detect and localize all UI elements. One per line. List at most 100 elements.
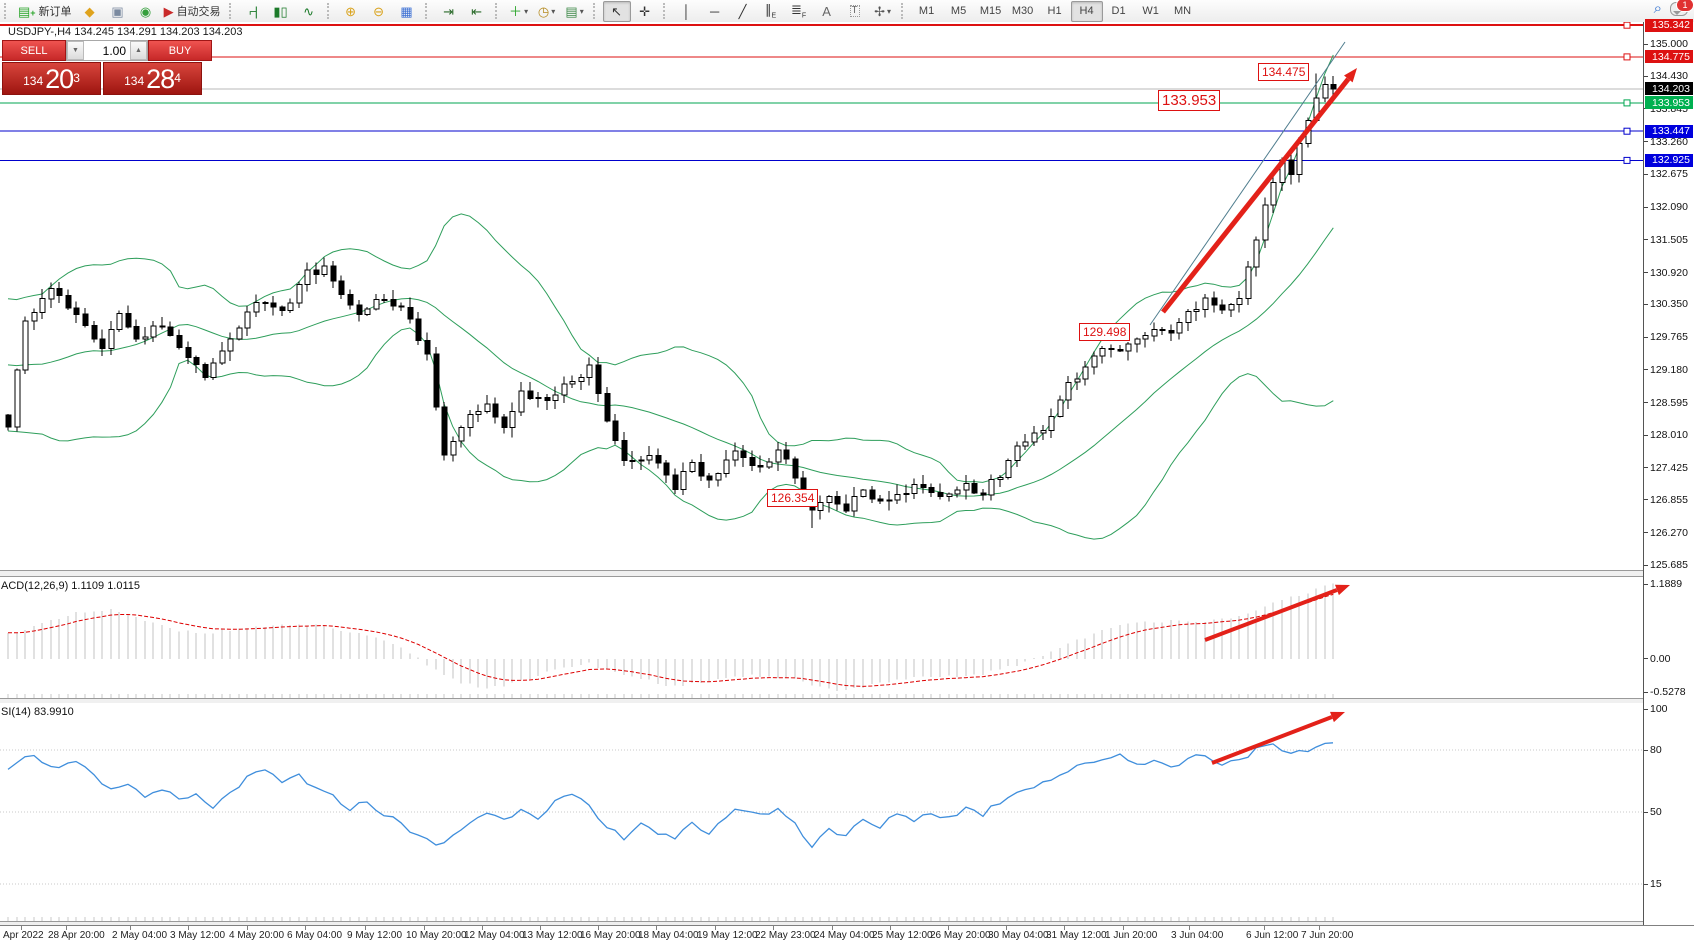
time-tick	[482, 926, 483, 930]
line-chart-button[interactable]: ∿	[295, 1, 323, 22]
rsi-chart[interactable]	[0, 703, 1643, 921]
toolbar-grip[interactable]	[900, 3, 908, 19]
auto-scroll-button[interactable]: ⇥	[435, 1, 463, 22]
price-badge: 135.342	[1645, 18, 1693, 32]
toolbar-grip[interactable]	[326, 3, 334, 19]
signals-icon: ◉	[139, 3, 152, 19]
rsi-axis-tick: 15	[1644, 878, 1662, 891]
crosshair-tool-button[interactable]: ✛	[631, 1, 659, 22]
time-tick	[656, 926, 657, 930]
tile-windows-icon: ▦	[400, 3, 413, 19]
auto-trading-button[interactable]: ▶ 自动交易	[160, 1, 225, 22]
rsi-axis-tick: 100	[1644, 703, 1668, 716]
signals-button[interactable]: ◉	[132, 1, 160, 22]
time-tick	[66, 926, 67, 930]
price-tick: 130.350	[1644, 298, 1688, 311]
timeframe-button-m15[interactable]: M15	[979, 5, 1002, 17]
price-badge: 134.203	[1645, 82, 1693, 96]
timeframe-button-m5[interactable]: M5	[950, 5, 967, 17]
timeframe-button-h4[interactable]: H4	[1070, 0, 1103, 22]
buy-button[interactable]: BUY	[148, 40, 212, 61]
new-order-button[interactable]: ▤+ 新订单	[14, 1, 76, 22]
template-icon: ▤	[565, 3, 578, 19]
zoom-in-button[interactable]: ⊕	[337, 1, 365, 22]
time-label: 22 May 23:00	[755, 930, 816, 941]
time-tick	[1123, 926, 1124, 930]
time-label: 3 Jun 04:00	[1171, 930, 1224, 941]
trendline-icon: ╱	[738, 3, 747, 19]
arrows-icon: ✢	[874, 3, 885, 19]
period-selector-button[interactable]: ◷ ▾	[533, 1, 561, 22]
price-axis[interactable]: 135.000134.430133.845133.260132.675132.0…	[1644, 18, 1694, 925]
toolbar: ▤+ 新订单 ◆ ▣ ◉ ▶ 自动交易 ⌐| ▮▯ ∿ ⊕ ⊖ ▦ ⇥ ⇤ ＋ ▾…	[0, 0, 1694, 23]
time-label: 18 May 04:00	[638, 930, 699, 941]
clock-icon: ◷	[537, 3, 550, 19]
toolbar-grip[interactable]	[424, 3, 432, 19]
bar-chart-button[interactable]: ⌐|	[239, 1, 267, 22]
cursor-tool-button[interactable]: ↖	[602, 0, 631, 22]
time-label: 16 May 20:00	[580, 930, 641, 941]
sell-button[interactable]: SELL	[2, 40, 66, 61]
sell-price-panel[interactable]: 134 20 3	[2, 62, 101, 95]
timeframe-button-m30[interactable]: M30	[1011, 5, 1034, 17]
timeframe-button-h1[interactable]: H1	[1047, 5, 1062, 17]
toolbar-grip[interactable]	[662, 3, 670, 19]
chart-shift-button[interactable]: ⇤	[463, 1, 491, 22]
volume-input[interactable]	[84, 41, 130, 60]
time-tick	[1264, 926, 1265, 930]
rsi-axis-tick: 50	[1644, 806, 1662, 819]
arrows-tool-button[interactable]: ✢ ▾	[869, 1, 897, 22]
time-axis[interactable]: Apr 2022 28 Apr 20:00 2 May 04:00 3 May 12:…	[0, 925, 1694, 943]
horizontal-line-icon: ─	[709, 3, 720, 19]
price-callout[interactable]: 134.475	[1258, 63, 1310, 81]
price-badge: 132.925	[1645, 153, 1693, 167]
template-selector-button[interactable]: ▤ ▾	[561, 1, 589, 22]
tile-windows-button[interactable]: ▦	[393, 1, 421, 22]
chevron-down-icon: ▾	[551, 6, 556, 16]
price-callout[interactable]: 129.498	[1079, 323, 1131, 341]
text-label-tool-button[interactable]: T	[841, 1, 869, 22]
vertical-line-icon: │	[682, 3, 691, 19]
chevron-down-icon: ▾	[579, 6, 584, 16]
add-indicator-button[interactable]: ＋ ▾	[505, 1, 533, 22]
main-chart-pane[interactable]: 134.475 133.953 129.498 126.354 USDJPY-,H4 …	[0, 22, 1643, 570]
volume-increase-button[interactable]: ▲	[130, 41, 147, 60]
candle-chart-button[interactable]: ▮▯	[267, 1, 295, 22]
volume-decrease-button[interactable]: ▼	[67, 41, 84, 60]
macd-pane[interactable]: ACD(12,26,9) 1.1109 1.0115	[0, 577, 1643, 698]
auto-scroll-icon: ⇥	[443, 3, 455, 19]
toolbar-grip[interactable]	[494, 3, 502, 19]
gold-button[interactable]: ◆	[76, 1, 104, 22]
time-tick	[247, 926, 248, 930]
rsi-pane[interactable]: SI(14) 83.9910	[0, 703, 1643, 921]
timeframe-button-w1[interactable]: W1	[1142, 5, 1159, 17]
timeframe-button-d1[interactable]: D1	[1111, 5, 1126, 17]
one-click-trading-widget: SELL ▼ ▲ BUY 134 20 3 134 28 4	[2, 40, 212, 95]
chart-shift-icon: ⇤	[471, 3, 483, 19]
buy-price-panel[interactable]: 134 28 4	[103, 62, 202, 95]
candlestick-chart[interactable]	[0, 22, 1643, 570]
vertical-line-tool-button[interactable]: │	[673, 1, 701, 22]
notifications-icon[interactable]: 1	[1670, 0, 1694, 16]
toolbar-grip[interactable]	[228, 3, 236, 19]
pane-separator[interactable]	[0, 570, 1694, 577]
price-callout[interactable]: 133.953	[1158, 90, 1221, 111]
search-icon[interactable]: ⌕	[1653, 0, 1662, 17]
timeframe-button-mn[interactable]: MN	[1174, 5, 1192, 17]
price-callout[interactable]: 126.354	[767, 489, 819, 507]
price-tick: 129.180	[1644, 363, 1688, 376]
toolbar-grip[interactable]	[592, 3, 600, 19]
bar-chart-icon: ⌐|	[249, 3, 258, 19]
text-tool-button[interactable]: A	[813, 1, 841, 22]
toolbar-grip[interactable]	[4, 3, 11, 19]
macd-chart[interactable]	[0, 577, 1643, 698]
horizontal-line-tool-button[interactable]: ─	[701, 1, 729, 22]
trendline-tool-button[interactable]: ╱	[729, 1, 757, 22]
timeframe-button-m1[interactable]: M1	[918, 5, 935, 17]
channel-tool-button[interactable]: ∥E	[757, 1, 785, 22]
zoom-out-button[interactable]: ⊖	[365, 1, 393, 22]
fibonacci-tool-button[interactable]: ≣F	[785, 1, 813, 22]
time-label: 6 Jun 12:00	[1246, 930, 1299, 941]
terminal-button[interactable]: ▣	[104, 1, 132, 22]
